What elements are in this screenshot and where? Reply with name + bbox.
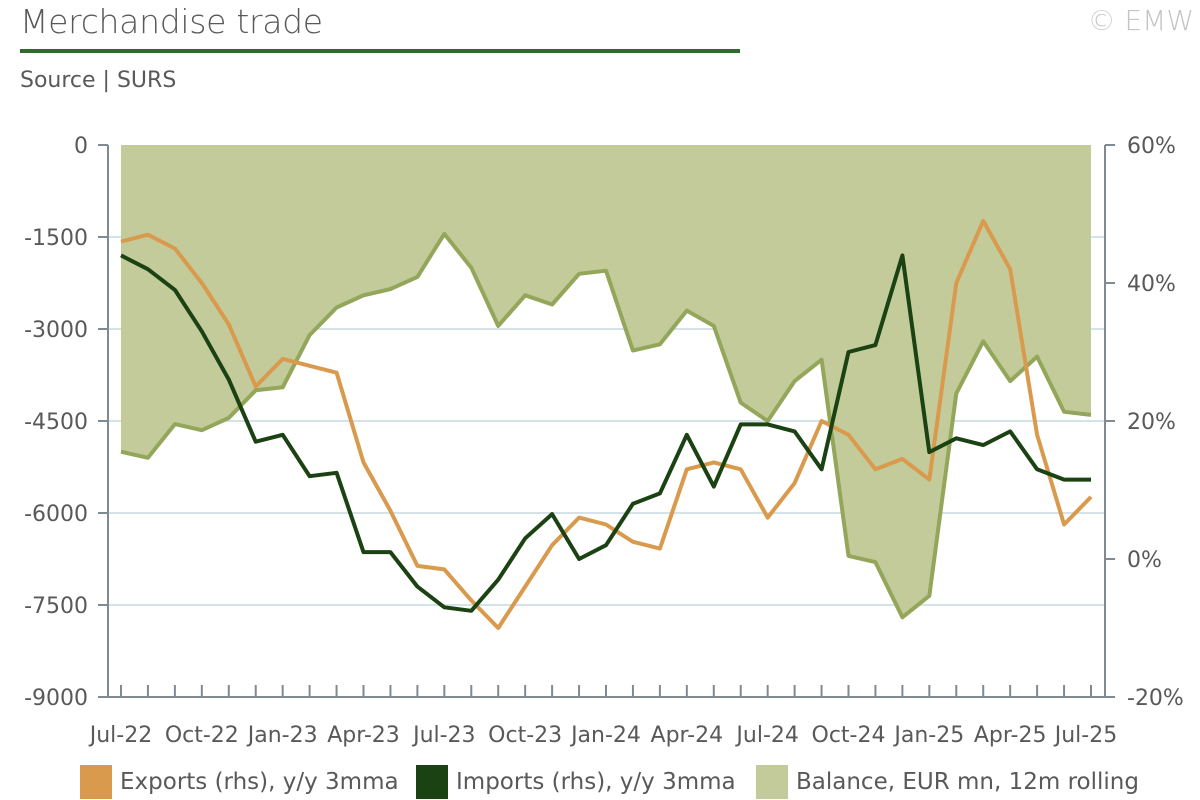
x-tick-label: Jan-25: [892, 723, 964, 748]
chart-legend: Exports (rhs), y/y 3mma Imports (rhs), y…: [0, 764, 1200, 800]
legend-label-exports: Exports (rhs), y/y 3mma: [120, 769, 399, 795]
x-tick-label: Apr-23: [327, 723, 400, 748]
title-rule: [20, 49, 740, 53]
legend-item-imports: Imports (rhs), y/y 3mma: [416, 764, 736, 800]
right-tick-label: -20%: [1127, 686, 1184, 711]
balance-line: [120, 231, 1092, 620]
legend-label-imports: Imports (rhs), y/y 3mma: [456, 769, 736, 795]
legend-swatch-balance: [756, 765, 788, 799]
legend-item-balance: Balance, EUR mn, 12m rolling: [756, 764, 1139, 800]
right-tick-label: 20%: [1127, 410, 1176, 435]
chart-title: Merchandise trade: [20, 2, 323, 41]
left-tick-label: -1500: [24, 226, 88, 251]
left-tick-label: -9000: [24, 686, 88, 711]
left-tick-label: 0: [74, 134, 88, 159]
x-tick-label: Oct-23: [488, 723, 562, 748]
x-tick-label: Jul-24: [734, 723, 798, 748]
copyright-label: © EMW: [1087, 4, 1194, 37]
x-tick-label: Jul-25: [1053, 723, 1117, 748]
exports-line: [120, 218, 1093, 630]
left-tick-label: -6000: [24, 502, 88, 527]
x-tick-label: Jul-22: [88, 723, 152, 748]
left-tick-label: -3000: [24, 318, 88, 343]
x-tick-label: Jan-23: [246, 723, 318, 748]
x-tick-label: Oct-24: [812, 723, 886, 748]
x-tick-label: Jan-24: [569, 723, 641, 748]
balance-area: [121, 145, 1091, 618]
x-tick-label: Jul-23: [411, 723, 475, 748]
right-tick-label: 60%: [1127, 134, 1176, 159]
legend-label-balance: Balance, EUR mn, 12m rolling: [796, 769, 1139, 795]
x-tick-label: Oct-22: [165, 723, 239, 748]
right-tick-label: 0%: [1127, 548, 1162, 573]
imports-line: [120, 253, 1091, 613]
x-tick-label: Apr-24: [651, 723, 724, 748]
legend-item-exports: Exports (rhs), y/y 3mma: [80, 764, 399, 800]
left-tick-label: -7500: [24, 594, 88, 619]
left-tick-label: -4500: [24, 410, 88, 435]
right-tick-label: 40%: [1127, 272, 1176, 297]
x-tick-label: Apr-25: [974, 723, 1047, 748]
legend-swatch-exports: [80, 765, 112, 799]
source-label: Source | SURS: [20, 68, 177, 93]
legend-swatch-imports: [416, 765, 448, 799]
